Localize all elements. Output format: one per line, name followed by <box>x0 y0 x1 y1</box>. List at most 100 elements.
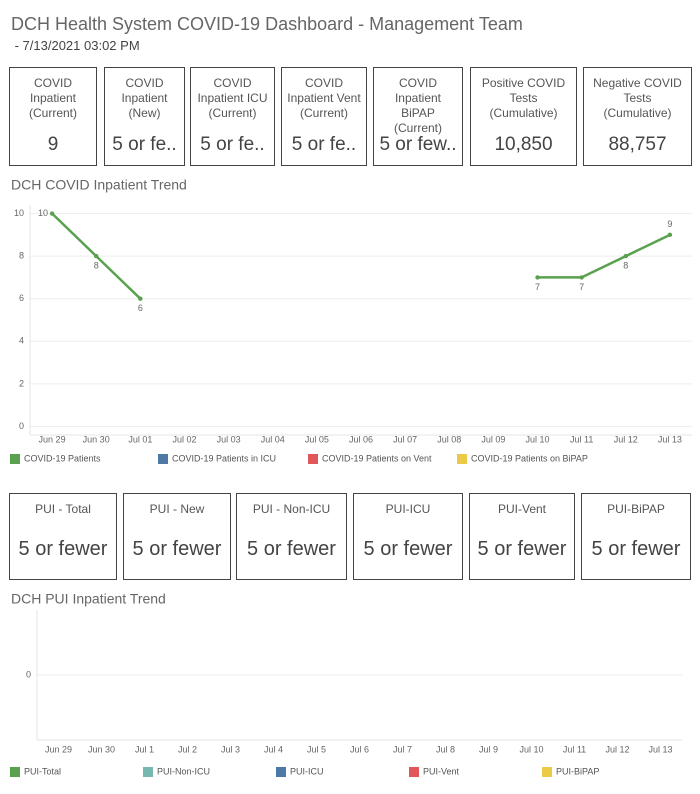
kpi-value: 5 or fewer <box>132 538 222 560</box>
kpi-label: PUI - New <box>149 502 205 516</box>
x-tick-label: Jun 30 <box>88 744 115 754</box>
data-label: 10 <box>38 208 48 218</box>
kpi-value: 5 or fe.. <box>291 134 357 155</box>
x-tick-label: Jul 05 <box>305 434 329 444</box>
y-tick-label: 8 <box>19 250 24 260</box>
x-tick-label: Jul 12 <box>614 434 638 444</box>
x-tick-label: Jul 11 <box>570 434 593 444</box>
x-tick-label: Jul 01 <box>128 434 152 444</box>
legend-label: PUI-ICU <box>290 766 324 776</box>
x-tick-label: Jul 07 <box>393 434 417 444</box>
x-tick-label: Jul 08 <box>437 434 461 444</box>
chart-title: DCH COVID Inpatient Trend <box>11 177 187 193</box>
kpi-card: PUI - Total 5 or fewer <box>9 493 117 580</box>
kpi-label: PUI-ICU <box>385 502 431 516</box>
data-point <box>667 232 673 238</box>
kpi-card: COVID Inpatient Vent (Current) 5 or fe.. <box>281 67 367 166</box>
kpi-value: 5 or fe.. <box>112 134 177 155</box>
legend-swatch <box>409 767 419 777</box>
x-tick-label: Jul 9 <box>479 744 498 754</box>
kpi-value: 88,757 <box>608 134 667 155</box>
legend-label: COVID-19 Patients <box>24 453 101 463</box>
kpi-label: PUI - Non-ICU <box>252 502 331 516</box>
kpi-card: PUI - New 5 or fewer <box>123 493 231 580</box>
kpi-card: PUI-ICU 5 or fewer <box>353 493 463 580</box>
kpi-card: COVID Inpatient (New) 5 or fe.. <box>104 67 185 166</box>
kpi-card: COVID Inpatient ICU (Current) 5 or fe.. <box>190 67 275 166</box>
data-label: 8 <box>94 260 99 270</box>
kpi-label: COVID Inpatient Vent (Current) <box>287 76 361 120</box>
dashboard-title: DCH Health System COVID-19 Dashboard - M… <box>11 14 523 34</box>
kpi-card: Negative COVID Tests (Cumulative) 88,757 <box>583 67 692 166</box>
x-tick-label: Jul 13 <box>648 744 672 754</box>
legend-label: COVID-19 Patients on Vent <box>322 453 432 463</box>
data-point <box>49 211 55 216</box>
pui-trend-chart: DCH PUI Inpatient Trend 0 Jun 29 Jun 30 Jul … <box>10 591 682 777</box>
x-tick-label: Jul 04 <box>261 434 285 444</box>
kpi-card: PUI - Non-ICU 5 or fewer <box>236 493 347 580</box>
x-tick-label: Jul 8 <box>436 744 455 754</box>
kpi-label: PUI-BiPAP <box>607 502 665 516</box>
x-tick-label: Jul 02 <box>172 434 196 444</box>
data-point <box>579 275 584 280</box>
x-tick-label: Jul 10 <box>526 434 550 444</box>
data-point <box>623 253 628 259</box>
kpi-card: COVID Inpatient BiPAP (Current) 5 or few.… <box>373 67 463 166</box>
x-tick-label: Jul 2 <box>178 744 197 754</box>
x-tick-label: Jun 30 <box>83 434 110 444</box>
kpi-card: PUI-BiPAP 5 or fewer <box>581 493 691 580</box>
legend-label: PUI-Non-ICU <box>157 766 210 776</box>
legend-swatch <box>158 454 168 464</box>
y-tick-label: 0 <box>19 421 24 431</box>
legend-swatch <box>10 454 20 464</box>
x-tick-label: Jun 29 <box>45 744 72 754</box>
x-tick-label: Jul 11 <box>563 744 586 754</box>
kpi-value: 5 or fewer <box>247 538 336 560</box>
legend-swatch <box>457 454 467 464</box>
data-point <box>138 296 143 301</box>
data-label: 8 <box>623 260 628 270</box>
covid-trend-chart: DCH COVID Inpatient Trend 0 2 4 6 8 10 Jun 29 Ju… <box>10 177 692 464</box>
kpi-label: COVID Inpatient ICU (Current) <box>197 76 268 120</box>
legend-swatch <box>10 767 20 777</box>
y-tick-label: 0 <box>26 669 31 679</box>
kpi-label: PUI-Vent <box>497 502 547 516</box>
chart-title: DCH PUI Inpatient Trend <box>11 591 166 607</box>
kpi-value: 9 <box>47 134 59 155</box>
y-tick-label: 10 <box>14 208 24 218</box>
data-label: 9 <box>667 219 672 229</box>
x-tick-label: Jul 4 <box>264 744 283 754</box>
kpi-value: 5 or fewer <box>477 538 567 560</box>
data-label: 6 <box>138 303 143 313</box>
legend-swatch <box>276 767 286 777</box>
legend-swatch <box>308 454 318 464</box>
x-tick-label: Jul 5 <box>307 744 326 754</box>
x-tick-label: Jul 06 <box>349 434 373 444</box>
x-tick-label: Jul 1 <box>135 744 154 754</box>
legend-label: PUI-BiPAP <box>556 766 599 776</box>
kpi-card: PUI-Vent 5 or fewer <box>469 493 575 580</box>
kpi-label: COVID Inpatient (Current) <box>28 76 77 120</box>
legend-label: COVID-19 Patients in ICU <box>172 453 276 463</box>
legend-swatch <box>143 767 153 777</box>
data-point <box>94 253 99 259</box>
legend-swatch <box>542 767 552 777</box>
kpi-label: COVID Inpatient (New) <box>121 76 168 120</box>
y-tick-label: 4 <box>19 336 24 346</box>
kpi-label: COVID Inpatient BiPAP (Current) <box>393 76 442 135</box>
kpi-label: PUI - Total <box>35 502 91 516</box>
kpi-value: 5 or fewer <box>363 538 453 560</box>
kpi-value: 5 or fe.. <box>200 134 265 155</box>
legend-label: PUI-Total <box>24 766 61 776</box>
kpi-label: Negative COVID Tests (Cumulative) <box>593 76 682 120</box>
legend-label: COVID-19 Patients on BiPAP <box>471 453 588 463</box>
x-tick-label: Jul 12 <box>605 744 629 754</box>
kpi-value: 5 or fewer <box>591 538 681 560</box>
legend-label: PUI-Vent <box>423 766 460 776</box>
x-tick-label: Jun 29 <box>39 434 66 444</box>
x-tick-label: Jul 03 <box>217 434 241 444</box>
x-tick-label: Jul 13 <box>658 434 682 444</box>
kpi-card: Positive COVID Tests (Cumulative) 10,850 <box>470 67 577 166</box>
kpi-value: 5 or fewer <box>18 538 108 560</box>
